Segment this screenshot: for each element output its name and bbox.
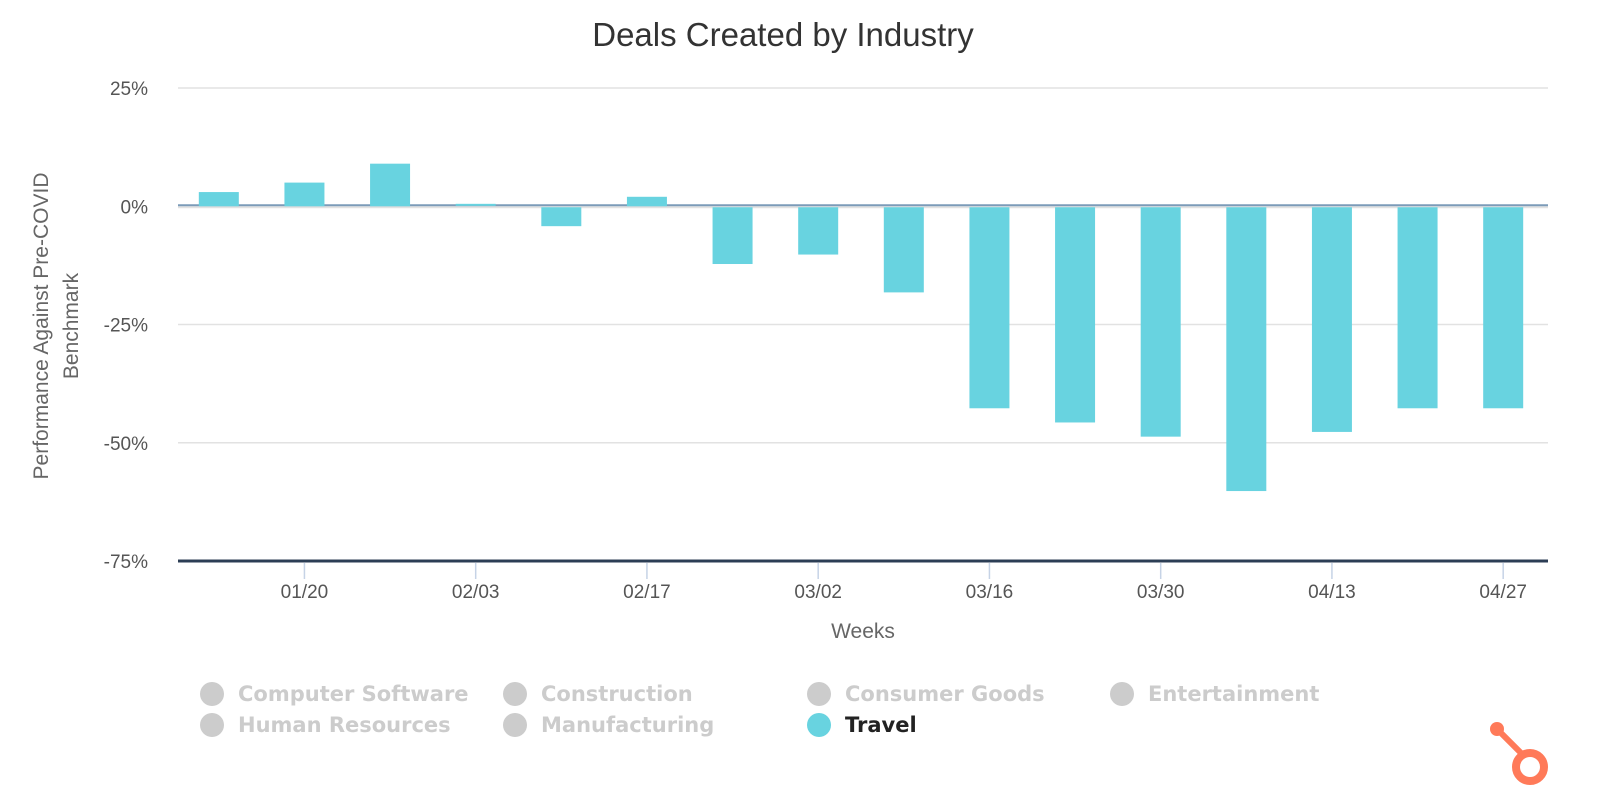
bars <box>198 163 1524 492</box>
y-axis-ticks: 25% 0% -25% -50% -75% <box>104 79 148 573</box>
bar <box>712 207 753 265</box>
legend-label: Travel <box>845 713 917 737</box>
y-axis-label-line-2: Benchmark <box>60 272 83 379</box>
x-tick-label: 03/16 <box>966 582 1014 603</box>
bar <box>284 182 325 207</box>
y-axis-label: Performance Against Pre-COVID Benchmark <box>30 173 83 480</box>
legend-dot-icon <box>1110 682 1134 706</box>
bar <box>541 207 582 227</box>
legend-item-travel[interactable]: Travel <box>807 713 917 737</box>
x-tick-label: 03/02 <box>794 582 842 603</box>
hubspot-sprocket-icon <box>1490 722 1548 785</box>
bar <box>198 192 239 207</box>
y-tick-label: 0% <box>121 197 149 218</box>
bar <box>1055 207 1096 423</box>
legend-item-consumer-goods[interactable]: Consumer Goods <box>807 682 1045 706</box>
x-tick-label: 03/30 <box>1137 582 1185 603</box>
bar <box>969 207 1010 409</box>
y-tick-label: -25% <box>104 316 148 337</box>
legend-item-human-resources[interactable]: Human Resources <box>200 713 451 737</box>
legend-label: Human Resources <box>238 713 451 737</box>
bar <box>883 207 924 293</box>
chart-title: Deals Created by Industry <box>592 16 974 53</box>
legend-dot-icon <box>200 713 224 737</box>
legend-item-entertainment[interactable]: Entertainment <box>1110 682 1319 706</box>
x-axis-label: Weeks <box>831 620 895 643</box>
y-tick-label: -50% <box>104 434 148 455</box>
legend-label: Manufacturing <box>541 713 715 737</box>
legend-dot-icon <box>503 713 527 737</box>
bar <box>1226 207 1267 492</box>
bar <box>370 163 411 207</box>
bar <box>1140 207 1181 437</box>
x-tick-label: 01/20 <box>281 582 329 603</box>
legend-label: Computer Software <box>238 682 469 706</box>
bar <box>798 207 839 255</box>
legend-label: Entertainment <box>1148 682 1320 706</box>
legend-item-manufacturing[interactable]: Manufacturing <box>503 713 714 737</box>
bar <box>1483 207 1524 409</box>
bar <box>455 203 496 206</box>
y-tick-label: 25% <box>110 79 148 100</box>
x-axis-ticks: 01/20 02/03 02/17 03/02 03/16 03/30 04/13 04/27 <box>281 563 1527 603</box>
bar <box>626 196 667 207</box>
legend-label: Consumer Goods <box>845 682 1045 706</box>
legend-item-construction[interactable]: Construction <box>503 682 693 706</box>
x-tick-label: 02/17 <box>623 582 671 603</box>
legend-dot-icon <box>807 682 831 706</box>
legend-dot-icon <box>503 682 527 706</box>
x-tick-label: 02/03 <box>452 582 500 603</box>
legend-dot-icon <box>200 682 224 706</box>
y-tick-label: -75% <box>104 552 148 573</box>
legend-label: Construction <box>541 682 693 706</box>
y-axis-label-line-1: Performance Against Pre-COVID <box>30 173 53 480</box>
legend-dot-icon <box>807 713 831 737</box>
bar <box>1311 207 1352 432</box>
bar <box>1397 207 1438 409</box>
x-tick-label: 04/13 <box>1308 582 1356 603</box>
x-tick-label: 04/27 <box>1479 582 1527 603</box>
legend-item-computer-software[interactable]: Computer Software <box>200 682 469 706</box>
